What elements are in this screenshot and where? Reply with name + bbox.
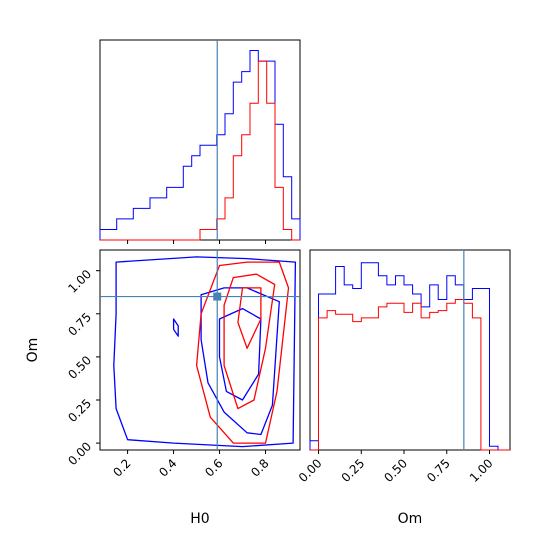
histogram-om-red-steps [310, 299, 510, 451]
contour-red-level-2 [223, 273, 276, 410]
histogram-h0-blue [99, 50, 301, 240]
histogram-om-blue-steps [309, 262, 510, 451]
contour-red-level-3 [237, 287, 262, 349]
histogram-h0-red-steps [100, 60, 300, 241]
histogram-om-frame [309, 249, 511, 451]
contour-h0-om-frame [99, 249, 301, 451]
contour-blue-level-2 [200, 287, 280, 436]
histogram-om-red [310, 299, 510, 451]
histogram-h0-red [100, 60, 300, 241]
histogram-h0-panel [99, 39, 301, 244]
contour-blue-level-4 [172, 318, 179, 337]
truth-marker [213, 292, 222, 301]
x-axis-label-om: Om [398, 511, 423, 527]
histogram-h0-blue-steps [99, 50, 301, 240]
histogram-om-blue [309, 262, 510, 451]
y-axis-label-om: Om [25, 338, 41, 363]
contour-blue-level-1 [113, 256, 297, 448]
x-axis-label-h0: H0 [190, 511, 209, 527]
contour-h0-om-red [195, 261, 290, 444]
histogram-h0-ticks [127, 240, 267, 244]
contour-blue-level-3 [218, 307, 262, 401]
contour-h0-om-blue [113, 256, 297, 448]
contour-h0-om-truth [100, 250, 300, 450]
contour-red-level-1 [195, 261, 290, 444]
